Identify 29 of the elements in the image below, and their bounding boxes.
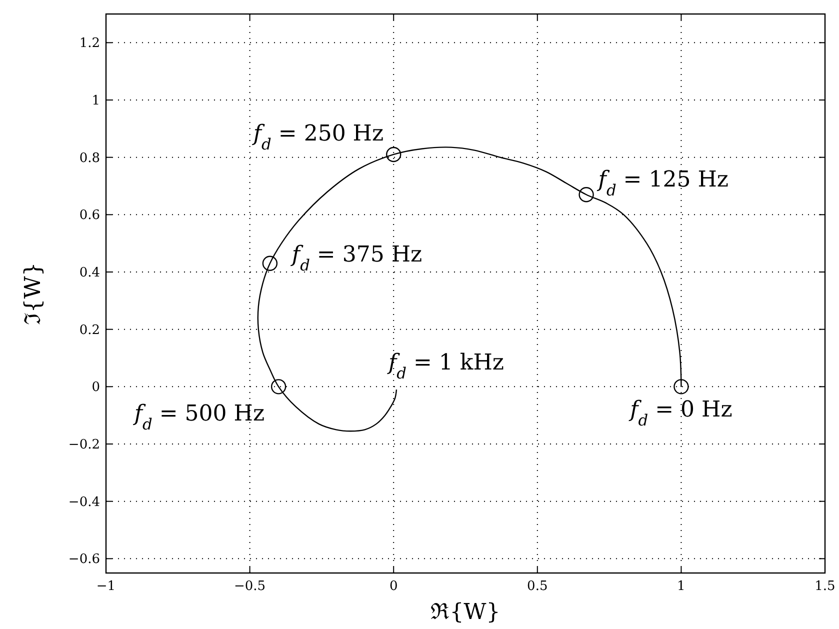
y-tick-label: 0.2	[79, 322, 100, 338]
x-tick-label: −0.5	[234, 579, 266, 594]
x-tick-label: −1	[96, 579, 116, 594]
point	[386, 146, 402, 162]
y-tick-label: 1.2	[79, 36, 100, 52]
annotation: f$_{d}$ = 125 Hz	[596, 168, 728, 200]
y-tick-label: 0.8	[79, 150, 100, 166]
annotation: f$_{d}$ = 375 Hz	[290, 242, 422, 274]
y-tick-label: −0.2	[68, 438, 100, 452]
point	[578, 187, 594, 202]
annotation: f$_{d}$ = 250 Hz	[251, 121, 384, 154]
x-axis-title: ℜ{W}	[430, 600, 500, 625]
annotation: f$_{d}$ = 500 Hz	[132, 402, 265, 434]
y-tick-label: 0	[92, 380, 100, 396]
x-tick-label: 1.5	[814, 579, 836, 594]
y-tick-label: 0.4	[79, 266, 100, 280]
y-tick-label: 0.6	[79, 208, 100, 224]
annotation: f$_{d}$ = 1 kHz	[386, 350, 504, 383]
annotation: f$_{d}$ = 0 Hz	[628, 398, 732, 430]
x-tick-label: 0	[389, 579, 398, 594]
y-tick-label: −0.6	[68, 552, 100, 568]
point	[270, 379, 286, 394]
x-tick-label: 1	[677, 579, 686, 594]
x-tick-label: 0.5	[527, 579, 548, 594]
y-axis-title: ℑ{W}	[21, 262, 46, 325]
y-tick-label: 1	[92, 94, 100, 108]
y-tick-label: −0.4	[68, 494, 100, 510]
point	[262, 256, 278, 271]
point	[674, 379, 689, 394]
